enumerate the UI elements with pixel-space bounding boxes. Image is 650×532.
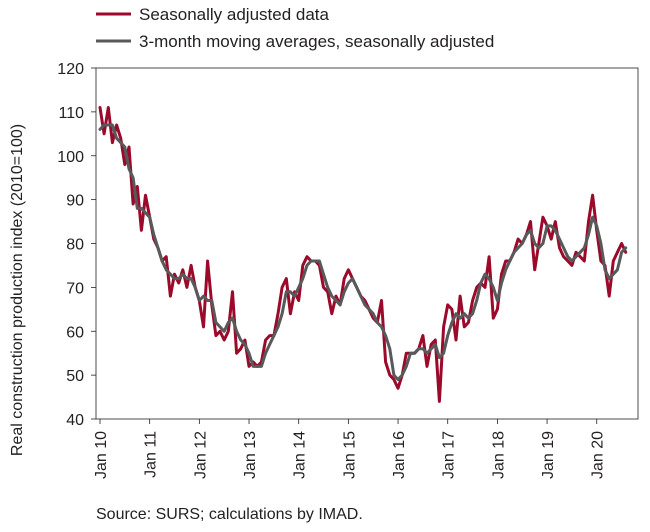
- y-tick-label: 50: [66, 368, 84, 385]
- y-axis-title: Real construction production index (2010…: [9, 124, 26, 456]
- x-tick-label: Jan 11: [143, 431, 160, 478]
- x-tick-label: Jan 16: [391, 431, 408, 479]
- legend: Seasonally adjusted data 3-month moving a…: [96, 5, 494, 51]
- y-tick-label: 100: [57, 149, 84, 166]
- x-tick-label: Jan 17: [441, 431, 458, 479]
- x-tick-label: Jan 12: [192, 431, 209, 479]
- y-axis: 40 50 60 70 80 90 100 110 120: [57, 61, 96, 429]
- y-tick-label: 120: [57, 61, 84, 78]
- y-tick-label: 80: [66, 237, 84, 254]
- x-tick-label: Jan 19: [540, 431, 557, 479]
- x-tick-label: Jan 15: [341, 431, 358, 479]
- series-line-seasonally-adjusted: [98, 106, 628, 403]
- legend-label: Seasonally adjusted data: [139, 5, 330, 24]
- x-tick-label: Jan 20: [590, 431, 607, 479]
- y-tick-label: 110: [58, 105, 84, 122]
- x-tick-label: Jan 13: [242, 431, 259, 479]
- x-axis: Jan 10 Jan 11 Jan 12 Jan 13 Jan 14 Jan 15 Jan …: [93, 419, 607, 479]
- y-tick-label: 70: [66, 280, 84, 297]
- y-tick-label: 40: [66, 412, 84, 429]
- y-tick-label: 60: [66, 324, 84, 341]
- legend-label: 3-month moving averages, seasonally adju…: [139, 32, 494, 51]
- series-layer: [98, 106, 628, 403]
- x-tick-label: Jan 14: [292, 431, 309, 479]
- source-note: Source: SURS; calculations by IMAD.: [96, 506, 363, 523]
- x-tick-label: Jan 18: [490, 431, 507, 479]
- series-line-moving-average: [98, 123, 628, 381]
- plot-border: [95, 67, 639, 420]
- plot-area: [95, 67, 639, 420]
- y-tick-label: 90: [66, 193, 84, 210]
- x-tick-label: Jan 10: [93, 431, 110, 479]
